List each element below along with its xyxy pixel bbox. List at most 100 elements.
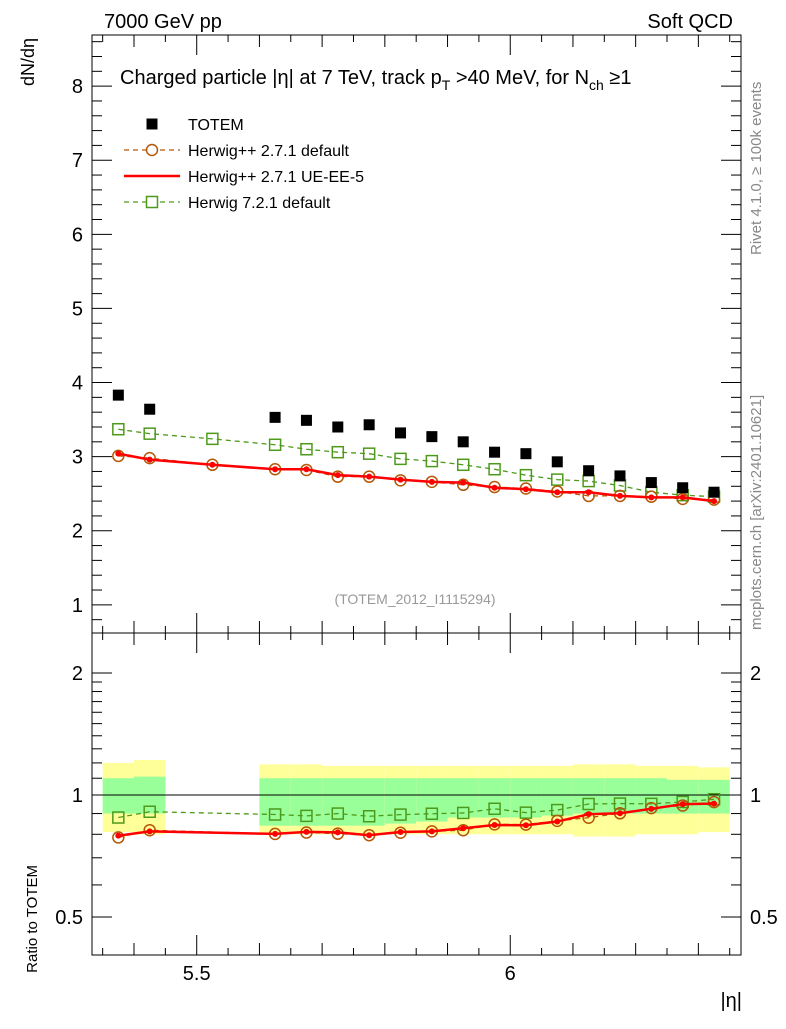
ratio-marker-3	[112, 811, 125, 824]
ratio-marker-2	[616, 810, 623, 817]
totem-data-point	[300, 414, 312, 426]
marker-2	[460, 479, 467, 486]
ratio-y-axis-label: Ratio to TOTEM	[24, 865, 41, 973]
ratio-marker-2	[303, 828, 310, 835]
marker-2	[585, 489, 592, 496]
ratio-marker-3	[300, 809, 313, 823]
marker-3	[394, 452, 407, 466]
ratio-marker-3	[488, 802, 501, 816]
ratio-marker-2	[679, 801, 686, 808]
ratio-marker-3	[425, 807, 439, 820]
ratio-band-green	[322, 778, 354, 826]
marker-2	[679, 494, 686, 501]
ratio-tick-label-left: 0.5	[55, 907, 83, 929]
ratio-tick-label-left: 1	[72, 785, 83, 807]
title-part-c: ≥1	[604, 67, 632, 89]
ratio-marker-2	[146, 828, 153, 835]
x-axis-label: |η|	[720, 990, 742, 1012]
y-tick-label: 7	[72, 150, 83, 172]
y-tick-label: 2	[72, 521, 83, 543]
ratio-marker-3	[519, 806, 533, 819]
ratio-marker-2	[711, 800, 718, 807]
x-tick-label: 5.5	[183, 963, 211, 985]
ratio-marker-2	[428, 828, 435, 835]
ratio-tick-label-left: 2	[72, 663, 83, 685]
ratio-band-green	[572, 778, 605, 814]
legend-label: Herwig 7.2.1 default	[188, 195, 331, 212]
totem-data-point	[332, 421, 344, 433]
marker-3	[206, 432, 219, 446]
marker-3	[300, 442, 313, 456]
totem-data-point	[645, 477, 657, 489]
chart-title: Charged particle |η| at 7 TeV, track pT …	[120, 67, 632, 93]
ratio-marker-1	[456, 823, 470, 837]
totem-data-point	[395, 427, 407, 439]
ratio-marker-3	[613, 797, 627, 810]
totem-data-point	[708, 486, 720, 498]
chart-marks	[112, 389, 721, 844]
ratio-marker-1	[143, 823, 156, 837]
totem-data-point	[520, 448, 532, 460]
totem-data-point	[112, 389, 124, 401]
marker-2	[491, 484, 498, 491]
marker-3	[519, 468, 533, 482]
ratio-band-green	[416, 778, 448, 822]
totem-data-point	[144, 403, 156, 415]
y-axis-label: dN/dη	[18, 38, 38, 86]
ratio-marker-2	[334, 829, 341, 836]
y-tick-label: 8	[72, 76, 83, 98]
ratio-marker-2	[397, 829, 404, 836]
totem-data-point	[677, 482, 689, 494]
ratio-band-green	[447, 778, 479, 818]
ratio-line-3	[118, 798, 715, 819]
marker-2	[272, 466, 279, 473]
title-part-a: Charged particle |η| at 7 TeV, track p	[120, 67, 442, 89]
y-tick-label: 4	[72, 373, 83, 395]
ratio-marker-2	[554, 818, 561, 825]
legend-label: Herwig++ 2.7.1 default	[188, 143, 350, 160]
legend-label: TOTEM	[188, 117, 244, 134]
header-left: 7000 GeV pp	[104, 11, 222, 33]
marker-1	[456, 478, 470, 492]
ratio-band-green	[102, 778, 135, 814]
series-line-3	[118, 428, 715, 498]
mcplots-label: mcplots.cern.ch [arXiv:2401.10621]	[748, 395, 765, 630]
ratio-marker-3	[582, 797, 595, 811]
totem-data-point	[269, 411, 281, 423]
title-sub-ch: ch	[589, 77, 604, 93]
legend-marker-totem	[146, 118, 158, 130]
totem-data-point	[551, 456, 563, 468]
marker-2	[303, 466, 310, 473]
legend: TOTEM Herwig++ 2.7.1 default Herwig++ 2.7.…	[124, 117, 364, 212]
header-right: Soft QCD	[647, 11, 733, 33]
marker-2	[334, 472, 341, 479]
ratio-band-green	[478, 778, 511, 818]
marker-2	[428, 478, 435, 485]
totem-data-point	[457, 436, 469, 448]
ratio-band-green	[290, 778, 323, 826]
totem-data-point	[426, 431, 438, 443]
marker-3	[551, 473, 564, 486]
marker-3	[112, 422, 125, 436]
legend-label: Herwig++ 2.7.1 UE-EE-5	[188, 169, 364, 186]
y-tick-label: 6	[72, 224, 83, 246]
ratio-band-green	[541, 778, 573, 816]
marker-2	[616, 492, 623, 499]
totem-data-point	[363, 419, 375, 431]
ratio-marker-2	[115, 832, 122, 839]
marker-2	[209, 461, 216, 468]
ratio-marker-2	[491, 822, 498, 829]
marker-3	[456, 458, 470, 472]
ratio-marker-2	[585, 811, 592, 818]
marker-2	[554, 489, 561, 496]
y-tick-label: 3	[72, 447, 83, 469]
marker-2	[648, 494, 655, 501]
x-tick-label: 6	[505, 963, 516, 985]
marker-2	[522, 486, 529, 493]
ratio-marker-2	[272, 830, 279, 837]
ratio-marker-2	[648, 805, 655, 812]
ratio-marker-2	[460, 825, 467, 832]
ratio-band-green	[353, 778, 385, 826]
totem-data-point	[583, 465, 595, 477]
